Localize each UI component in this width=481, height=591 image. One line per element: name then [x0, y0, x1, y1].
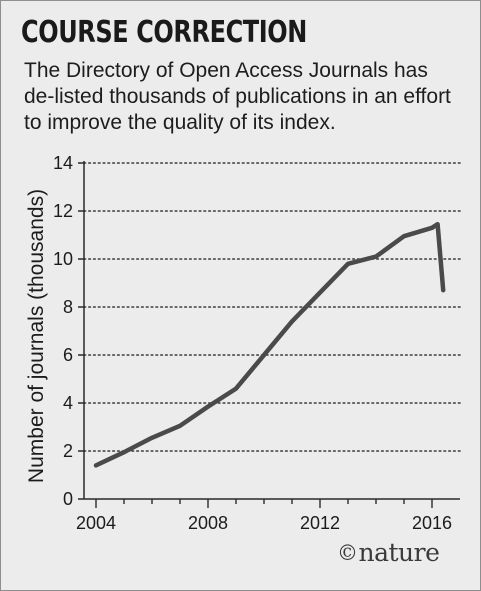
y-tick-label: 6	[63, 345, 73, 365]
series-line-0	[93, 221, 446, 468]
x-tick-label: 2008	[188, 513, 228, 533]
y-tick-label: 2	[63, 441, 73, 461]
copyright-icon: ©	[337, 541, 358, 565]
x-tick-label: 2012	[300, 513, 340, 533]
x-tick-label: 2016	[412, 513, 452, 533]
axes	[78, 161, 460, 508]
nature-logo: ©nature	[337, 538, 440, 567]
logo-text: nature	[358, 538, 440, 567]
grid-lines	[83, 162, 461, 452]
y-axis-label: Number of journals (thousands)	[25, 189, 48, 483]
y-tick-label: 0	[63, 489, 73, 509]
x-tick-label: 2004	[76, 513, 116, 533]
tick-labels: 0 2 4 6 8 10 12 14 2004 2008 2012 2016	[53, 153, 452, 533]
y-tick-label: 14	[53, 153, 73, 173]
chart-subtitle: The Directory of Open Access Journals ha…	[24, 59, 451, 134]
chart-title: COURSE CORRECTION	[21, 15, 307, 50]
y-tick-label: 4	[63, 393, 73, 413]
series-lines	[93, 221, 446, 468]
y-tick-label: 10	[53, 249, 73, 269]
y-tick-label: 8	[63, 297, 73, 317]
y-tick-label: 12	[53, 201, 73, 221]
